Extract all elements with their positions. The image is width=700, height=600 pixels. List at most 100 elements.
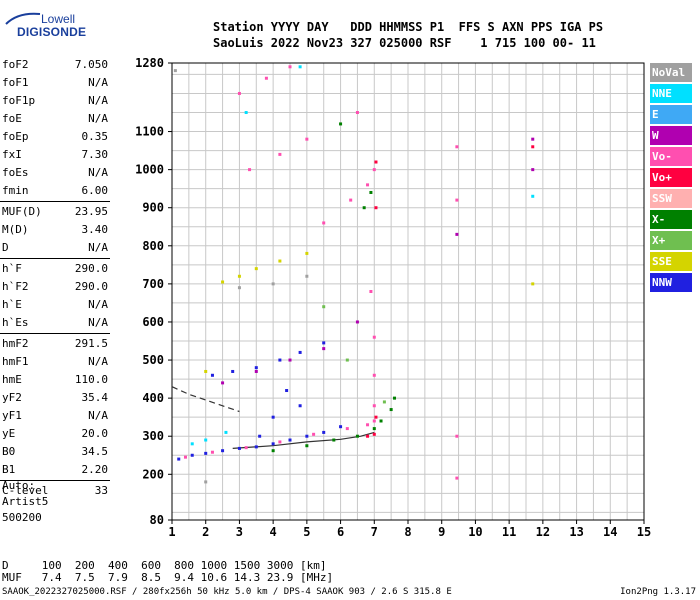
echo-point [345,427,349,431]
echo-point [322,341,326,345]
echo-point [210,450,214,454]
header-columns: Station YYYY DAY DDD HHMMSS P1 FFS S AXN… [213,20,604,34]
echo-point [271,442,275,446]
echo-point [374,206,378,210]
legend-item: SSE [650,252,692,271]
echo-point [190,453,194,457]
param-row: foE N/A [0,110,110,128]
param-label: h`F [2,262,22,275]
echo-point [271,449,275,453]
logo-digisonde-text: DIGISONDE [17,25,87,39]
x-tick-label: 7 [371,525,378,539]
polarization-legend: NoVal NNE E W Vo- Vo+ SSW X- X+ SSE NNW [650,63,692,294]
legend-item: NNE [650,84,692,103]
param-label: hmF2 [2,337,29,350]
param-row: h`F 290.0 [0,260,110,278]
x-tick-label: 2 [202,525,209,539]
legend-item: X+ [650,231,692,250]
param-value: 290.0 [74,262,108,275]
legend-item: W [650,126,692,145]
scaled-parameters-panel: foF2 7.050 foF1 N/A foF1p N/A foE N/A foEp 0.35 fx… [0,56,110,500]
echo-point [372,419,376,423]
echo-point [369,190,373,194]
param-value: N/A [88,355,108,368]
x-tick-label: 13 [569,525,583,539]
echo-point [177,457,181,461]
param-row: fmin 6.00 [0,182,110,200]
param-value: N/A [88,241,108,254]
legend-item: Vo+ [650,168,692,187]
param-row: hmF1 N/A [0,353,110,371]
param-label: foEs [2,166,29,179]
digisonde-logo: Lowell DIGISONDE [4,10,87,40]
echo-point [345,358,349,362]
param-label: B0 [2,445,16,458]
param-value: 290.0 [74,280,108,293]
x-tick-label: 14 [603,525,617,539]
x-tick-label: 4 [270,525,277,539]
muf-distance-row: D 100 200 400 600 800 1000 1500 3000 [km… [2,559,327,572]
param-row: yF2 35.4 [0,389,110,407]
echo-point [271,282,275,286]
param-row: hmF2 291.5 [0,335,110,353]
echo-point [248,168,252,172]
echo-point [372,427,376,431]
param-row: fxI 7.30 [0,146,110,164]
echo-point [366,423,370,427]
param-label: MUF(D) [2,205,42,218]
echo-point [372,373,376,377]
echo-point [355,320,359,324]
echo-point [204,438,208,442]
muf-table: D 100 200 400 600 800 1000 1500 3000 [km… [2,560,333,584]
param-value: 7.30 [81,148,109,161]
param-separator [0,480,110,481]
echo-point [372,168,376,172]
echo-point [362,206,366,210]
param-value: 20.0 [81,427,109,440]
echo-point [322,305,326,309]
echo-point [531,137,535,141]
param-row: D N/A [0,239,110,257]
param-label: h`E [2,298,22,311]
echo-point [305,251,309,255]
param-row: B1 2.20 [0,461,110,479]
echo-point [369,290,373,293]
param-row: yE 20.0 [0,425,110,443]
echo-point [221,280,225,284]
echo-point [288,358,292,362]
echo-point [221,449,225,453]
x-tick-label: 10 [468,525,482,539]
param-label: h`F2 [2,280,29,293]
x-tick-label: 1 [168,525,175,539]
param-label: yE [2,427,16,440]
x-tick-label: 9 [438,525,445,539]
echo-point [374,160,378,164]
param-separator [0,258,110,259]
echo-point [204,451,208,455]
echo-point [366,183,370,187]
y-tick-label: 600 [142,315,164,329]
param-row: C-level 33 [0,482,110,500]
autoscale-info: Auto: Artist5 500200 [2,479,49,524]
param-value: 33 [94,484,108,497]
echo-point [305,434,309,438]
echo-point [531,168,535,172]
echo-point [244,111,248,115]
echo-point [278,259,282,263]
echo-point [254,445,258,449]
echo-point [332,438,336,442]
echo-point [278,358,282,362]
echo-point [372,432,376,436]
echo-point [322,221,326,225]
param-value: 35.4 [81,391,109,404]
param-label: fxI [2,148,22,161]
y-tick-label: 900 [142,201,164,215]
param-value: N/A [88,298,108,311]
echo-point [271,415,275,419]
x-tick-label: 5 [303,525,310,539]
param-separator [0,333,110,334]
echo-point [339,122,343,126]
echo-point [224,430,228,434]
echo-point [305,274,309,278]
